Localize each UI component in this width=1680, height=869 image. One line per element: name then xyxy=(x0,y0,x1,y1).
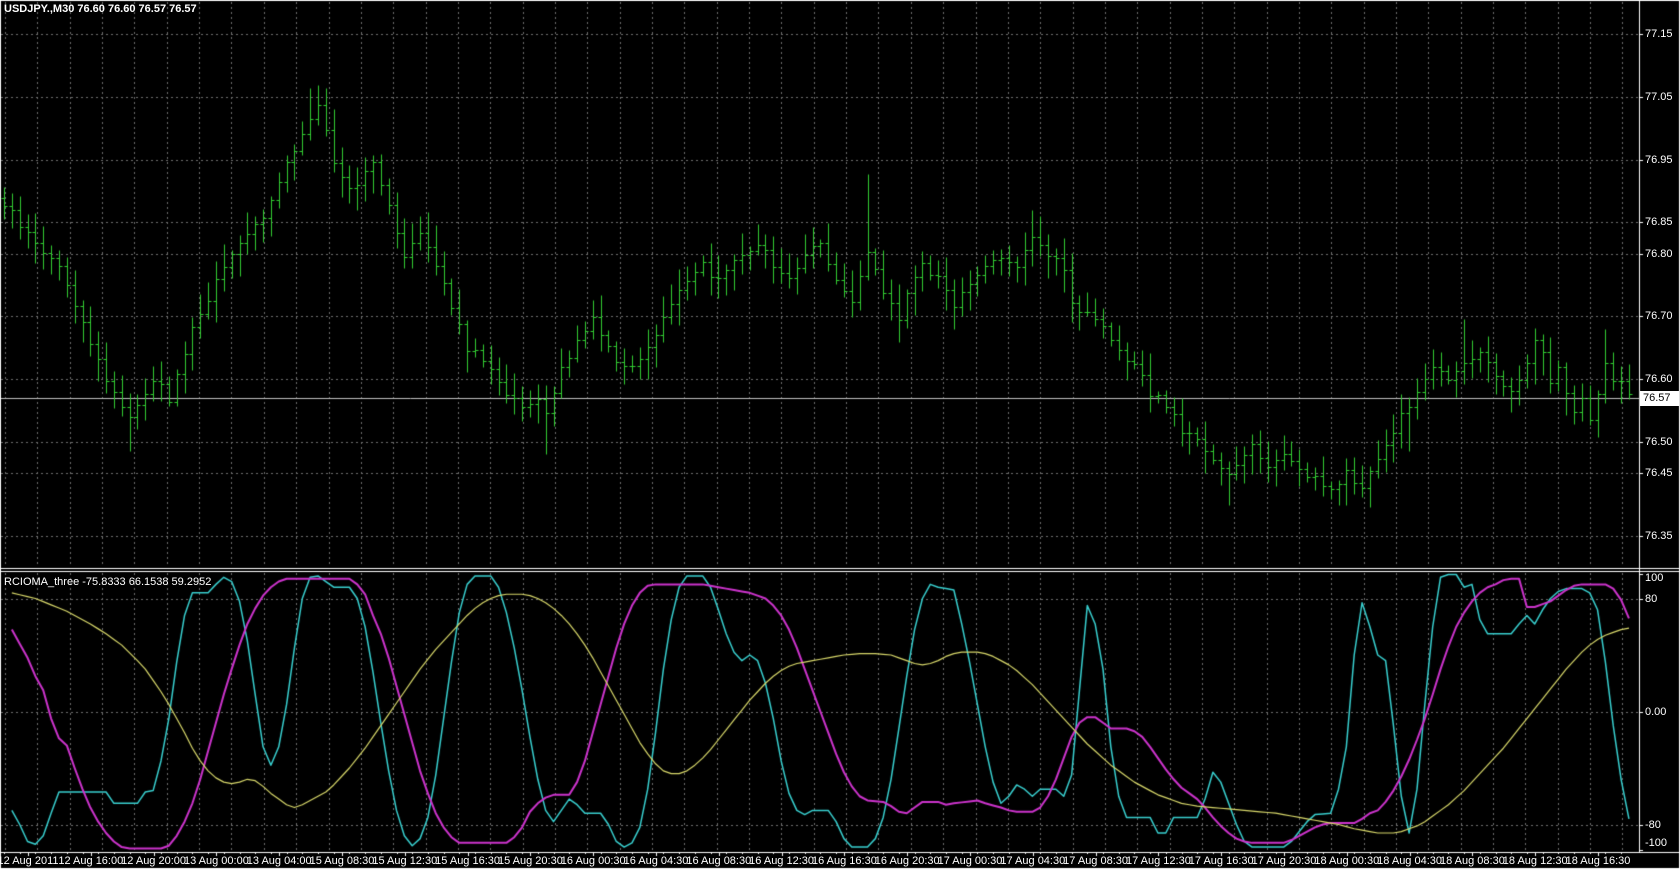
time-axis-label: 12 Aug 20:00 xyxy=(121,855,187,867)
time-axis-label: 17 Aug 08:30 xyxy=(1063,855,1129,867)
time-axis-label: 16 Aug 04:30 xyxy=(623,855,689,867)
price-axis-label: 76.60 xyxy=(1645,373,1673,386)
price-axis-label: 76.95 xyxy=(1645,153,1673,166)
price-axis-label: 76.45 xyxy=(1645,467,1673,480)
price-axis-label: 77.15 xyxy=(1645,28,1673,41)
price-axis-label: 76.80 xyxy=(1645,247,1673,260)
time-axis-label: 15 Aug 08:30 xyxy=(309,855,375,867)
time-axis-label: 16 Aug 20:30 xyxy=(874,855,940,867)
time-axis-label: 16 Aug 00:30 xyxy=(560,855,626,867)
price-axis-label: 76.85 xyxy=(1645,216,1673,229)
time-axis-label: 18 Aug 12:30 xyxy=(1502,855,1568,867)
price-axis-label: 77.05 xyxy=(1645,90,1673,103)
time-axis-label: 15 Aug 16:30 xyxy=(435,855,501,867)
time-axis-label: 18 Aug 08:30 xyxy=(1439,855,1505,867)
current-price-box: 76.57 xyxy=(1640,391,1679,406)
indicator-axis-label: 80 xyxy=(1645,592,1658,605)
time-axis-label: 18 Aug 16:30 xyxy=(1565,855,1631,867)
time-axis-label: 18 Aug 04:30 xyxy=(1377,855,1443,867)
indicator-axis-label: -80 xyxy=(1645,818,1661,831)
time-axis-label: 13 Aug 00:00 xyxy=(183,855,249,867)
time-axis-label: 17 Aug 16:30 xyxy=(1188,855,1254,867)
time-axis-label: 17 Aug 12:30 xyxy=(1125,855,1191,867)
indicator-label: RCIOMA_three -75.8333 66.1538 59.2952 xyxy=(4,576,212,588)
time-axis-label: 13 Aug 04:00 xyxy=(246,855,312,867)
time-axis-label: 17 Aug 20:30 xyxy=(1251,855,1317,867)
time-axis-label: 17 Aug 04:30 xyxy=(1000,855,1066,867)
time-axis-label: 17 Aug 00:30 xyxy=(937,855,1003,867)
time-axis-label: 18 Aug 00:30 xyxy=(1314,855,1380,867)
time-axis-label: 16 Aug 08:30 xyxy=(686,855,752,867)
indicator-axis-label: 100 xyxy=(1645,572,1664,584)
time-axis-label: 12 Aug 2011 xyxy=(0,855,59,867)
price-axis-label: 76.50 xyxy=(1645,435,1673,448)
indicator-axis-label: -100 xyxy=(1645,837,1668,849)
chart-title: USDJPY.,M30 76.60 76.60 76.57 76.57 xyxy=(4,3,197,15)
time-axis-label: 12 Aug 16:00 xyxy=(58,855,124,867)
time-axis-label: 16 Aug 16:30 xyxy=(811,855,877,867)
price-axis-label: 76.35 xyxy=(1645,530,1673,543)
time-axis-label: 15 Aug 20:30 xyxy=(497,855,563,867)
price-axis-label: 76.70 xyxy=(1645,310,1673,323)
time-axis-label: 15 Aug 12:30 xyxy=(372,855,438,867)
time-axis-label: 16 Aug 12:30 xyxy=(749,855,815,867)
indicator-axis-label: 0.00 xyxy=(1645,705,1667,718)
